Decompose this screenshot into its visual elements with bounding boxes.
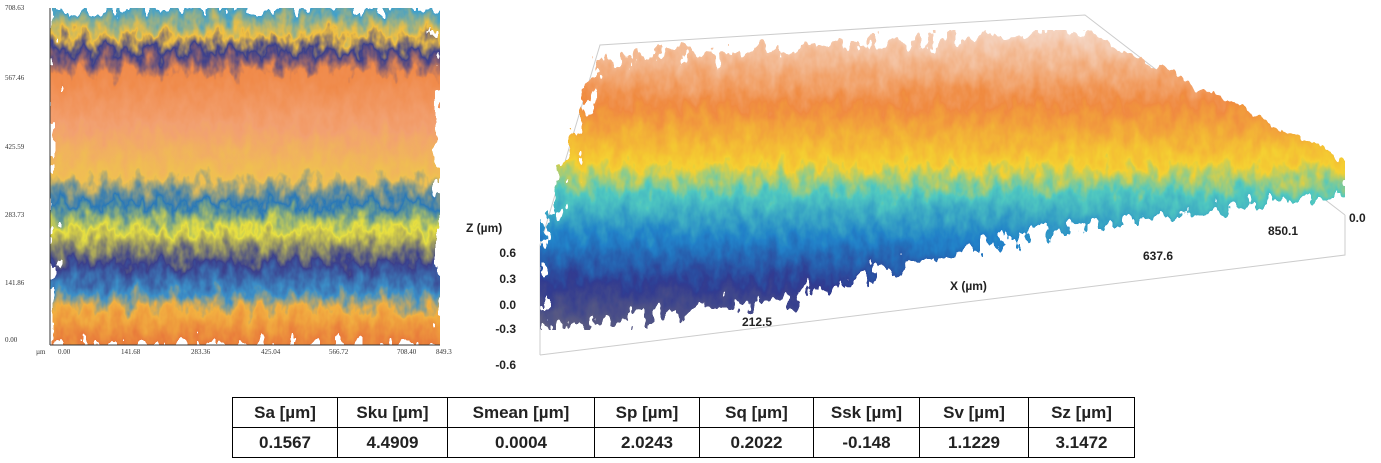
x-axis-label: X (µm) (950, 279, 987, 293)
box-front (539, 215, 1346, 356)
cell: Sv [µm] (919, 397, 1029, 428)
x-tick-label: 212.5 (742, 315, 772, 329)
data-row: 0.1567 4.4909 0.0004 2.0243 0.2022 -0.148 1.12… (232, 427, 1135, 458)
y-tick-label: 0.00 (5, 336, 18, 344)
y-tick-label: 425.59 (5, 143, 25, 151)
z-tick-label: 0.3 (499, 272, 516, 286)
x-tick-label: 849.3 (436, 348, 452, 356)
cell: 2.0243 (594, 427, 700, 458)
x-tick-label: 637.6 (1143, 249, 1173, 263)
x-tick-label: 566.72 (329, 348, 349, 356)
x-tick-label: 0.00 (58, 348, 71, 356)
cell: 0.1567 (232, 427, 338, 458)
y-tick-label: 0.0 (1349, 211, 1366, 225)
surface-plot (539, 14, 1346, 356)
cell: Sz [µm] (1028, 397, 1135, 428)
y-tick-label: 567.46 (5, 74, 25, 82)
cell: Sp [µm] (594, 397, 700, 428)
cell: 4.4909 (337, 427, 448, 458)
cell: Smean [µm] (447, 397, 595, 428)
y-tick-label: 141.86 (5, 279, 25, 287)
cell: 0.0004 (447, 427, 595, 458)
cell: -0.148 (813, 427, 920, 458)
y-tick-label: 283.73 (5, 211, 25, 219)
x-tick-label: 850.1 (1268, 224, 1298, 238)
z-axis-label: Z (µm) (466, 221, 502, 235)
z-tick-label: -0.3 (495, 322, 516, 336)
cell: Sq [µm] (699, 397, 814, 428)
roughness-table: Sa [µm] Sku [µm] Smean [µm] Sp [µm] Sq [µm] S… (232, 397, 1135, 458)
cell: Ssk [µm] (813, 397, 920, 428)
heatmap (49, 8, 440, 346)
cell: Sa [µm] (232, 397, 338, 428)
z-tick-label: -0.6 (495, 358, 516, 372)
x-tick-label: 283.36 (191, 348, 211, 356)
cell: 1.1229 (919, 427, 1029, 458)
x-tick-label: 425.04 (261, 348, 281, 356)
unit-label: µm (36, 348, 46, 356)
y-tick-label: 708.63 (5, 4, 25, 12)
cell: 0.2022 (699, 427, 814, 458)
surface (540, 30, 1345, 330)
z-tick-label: 0.6 (499, 246, 516, 260)
x-tick-label: 708.40 (397, 348, 417, 356)
z-tick-label: 0.0 (499, 298, 516, 312)
cell: 3.1472 (1028, 427, 1135, 458)
cell: Sku [µm] (337, 397, 448, 428)
x-tick-label: 141.68 (121, 348, 141, 356)
heatmap-image (50, 8, 440, 345)
header-row: Sa [µm] Sku [µm] Smean [µm] Sp [µm] Sq [µm] S… (232, 397, 1135, 428)
